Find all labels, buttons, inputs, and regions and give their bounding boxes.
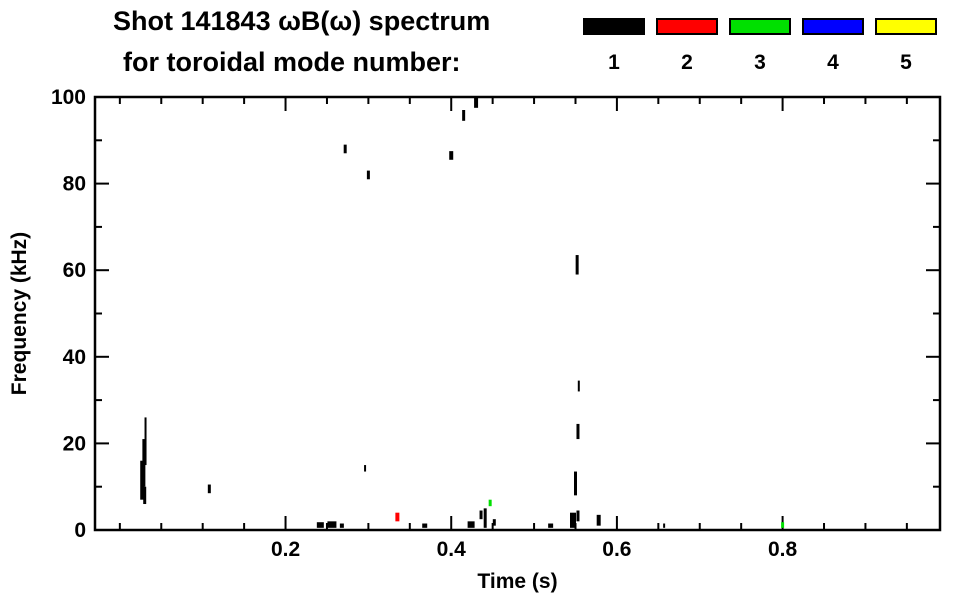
x-tick-label: 0.6 [602, 538, 631, 561]
x-axis-title: Time (s) [477, 570, 557, 593]
y-tick-label: 40 [63, 346, 86, 369]
legend: 1 2 3 4 5 [0, 0, 963, 90]
legend-swatch-mode-1 [583, 18, 645, 35]
plot-frame [93, 95, 942, 532]
y-tick-label: 0 [74, 519, 86, 542]
y-tick-label: 20 [63, 432, 86, 455]
legend-label-mode-4: 4 [827, 51, 839, 74]
x-tick-label: 0.4 [437, 538, 467, 561]
legend-swatch-mode-3 [729, 18, 791, 35]
plot-title: Shot 141843 ωB(ω) spectrum [113, 6, 491, 36]
legend-label-mode-2: 2 [681, 51, 693, 74]
y-tick-label: 80 [63, 173, 86, 196]
x-tick-label: 0.2 [271, 538, 300, 561]
y-tick-label: 100 [51, 86, 86, 109]
legend-swatch-mode-2 [656, 18, 718, 35]
legend-label-mode-3: 3 [754, 51, 766, 74]
x-tick-label: 0.8 [768, 538, 798, 561]
legend-label-mode-5: 5 [900, 51, 912, 74]
legend-swatch-mode-4 [802, 18, 864, 35]
legend-label-mode-1: 1 [608, 51, 620, 74]
y-tick-label: 60 [63, 259, 86, 282]
legend-swatch-mode-5 [875, 18, 937, 35]
y-axis-title: Frequency (kHz) [8, 232, 31, 395]
plot-subtitle: for toroidal mode number: [123, 47, 461, 77]
